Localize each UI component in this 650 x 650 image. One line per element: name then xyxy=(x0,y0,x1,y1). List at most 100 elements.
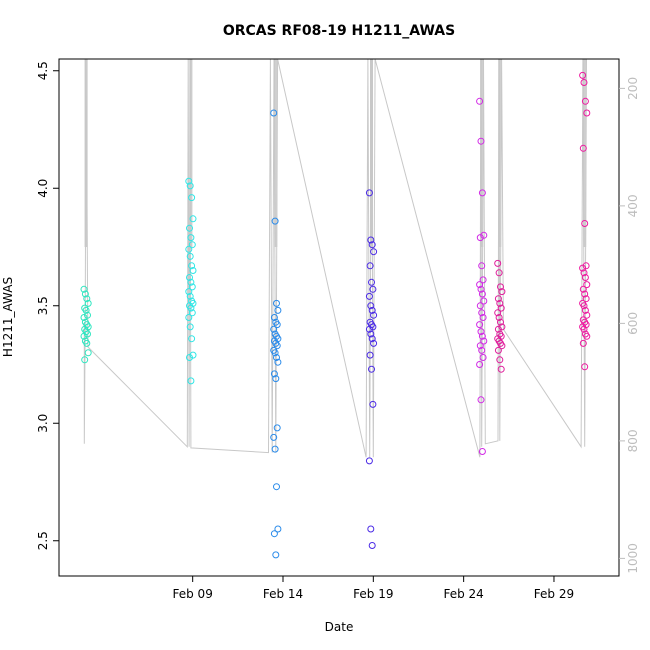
data-point xyxy=(477,328,485,336)
data-point xyxy=(498,342,506,350)
y2-tick-label: 800 xyxy=(626,429,640,452)
data-point xyxy=(579,264,587,272)
x-tick-label: Feb 09 xyxy=(173,587,213,601)
data-point xyxy=(579,285,587,293)
data-point xyxy=(83,339,91,347)
data-point xyxy=(80,332,88,340)
y2-axis: 200 400 600 800 1000 xyxy=(619,77,640,574)
data-point xyxy=(365,325,373,333)
data-point xyxy=(478,346,486,354)
data-point xyxy=(495,269,503,277)
data-point xyxy=(273,321,281,329)
y2-tick-label: 1000 xyxy=(626,543,640,574)
data-point xyxy=(81,356,89,364)
data-point xyxy=(271,445,279,453)
data-point xyxy=(478,309,486,317)
y2-tick-label: 400 xyxy=(626,194,640,217)
data-point xyxy=(186,274,193,281)
y-axis-title: H1211_AWAS xyxy=(1,277,15,357)
data-point xyxy=(273,299,280,307)
data-point xyxy=(497,365,505,373)
data-point xyxy=(186,292,194,300)
data-point xyxy=(476,342,484,350)
data-point xyxy=(366,351,374,359)
data-point xyxy=(367,525,375,533)
data-point xyxy=(496,299,504,307)
data-point xyxy=(186,354,193,361)
data-point xyxy=(581,290,589,298)
data-point xyxy=(365,189,373,197)
data-point xyxy=(580,302,588,310)
data-point xyxy=(187,304,195,312)
data-point xyxy=(476,361,484,368)
data-point xyxy=(270,314,278,321)
data-point xyxy=(82,306,90,314)
data-point xyxy=(581,363,589,371)
data-point xyxy=(274,306,282,314)
data-point xyxy=(274,525,282,533)
data-point xyxy=(188,309,196,317)
data-point xyxy=(494,295,502,303)
data-point xyxy=(80,314,88,321)
data-point xyxy=(272,551,280,559)
y2-tick-label: 200 xyxy=(626,77,640,100)
data-point xyxy=(478,189,486,197)
data-point xyxy=(478,448,486,455)
data-point xyxy=(369,323,377,331)
data-point xyxy=(187,234,195,242)
x-tick-label: Feb 14 xyxy=(263,587,303,601)
x-axis-title: Date xyxy=(325,620,354,634)
data-point xyxy=(477,137,485,145)
data-point xyxy=(368,278,375,286)
data-point xyxy=(582,295,590,303)
data-point xyxy=(186,182,194,190)
data-point xyxy=(189,267,197,274)
data-point xyxy=(494,259,502,267)
data-point xyxy=(273,483,280,491)
x-tick-label: Feb 29 xyxy=(534,587,574,601)
data-point xyxy=(273,424,281,432)
data-point xyxy=(366,262,374,270)
data-point xyxy=(580,269,588,277)
y2-tick-label: 600 xyxy=(626,312,640,335)
data-point xyxy=(497,304,505,312)
data-point xyxy=(80,285,88,293)
data-point xyxy=(583,281,591,289)
data-point xyxy=(368,365,375,373)
data-point xyxy=(186,323,194,331)
data-point xyxy=(583,332,591,340)
data-point xyxy=(271,217,279,225)
data-point xyxy=(365,457,373,465)
chart-title: ORCAS RF08-19 H1211_AWAS xyxy=(223,23,455,39)
data-point xyxy=(271,349,279,357)
data-point xyxy=(478,262,486,270)
data-point xyxy=(185,245,193,253)
data-point xyxy=(367,302,375,310)
data-point xyxy=(84,299,92,307)
y-tick-label: 4.0 xyxy=(36,179,50,198)
data-point xyxy=(479,314,487,321)
data-point xyxy=(480,337,488,345)
data-point xyxy=(582,262,590,270)
data-point xyxy=(476,234,484,242)
data-point xyxy=(189,351,197,359)
data-point xyxy=(273,354,280,361)
data-point xyxy=(581,306,589,314)
data-point xyxy=(477,396,485,404)
data-point xyxy=(274,358,282,366)
data-point xyxy=(580,325,588,333)
data-point xyxy=(497,283,504,291)
data-point xyxy=(365,292,373,300)
data-point xyxy=(476,97,484,105)
data-point xyxy=(497,318,504,326)
data-point xyxy=(185,314,193,321)
data-point xyxy=(83,295,91,303)
data-point xyxy=(494,309,502,317)
data-point xyxy=(188,283,196,291)
data-point xyxy=(494,325,502,333)
data-point xyxy=(188,241,196,249)
data-point xyxy=(581,220,589,227)
data-point xyxy=(84,349,92,357)
data-point xyxy=(478,332,486,340)
data-point xyxy=(370,248,378,256)
